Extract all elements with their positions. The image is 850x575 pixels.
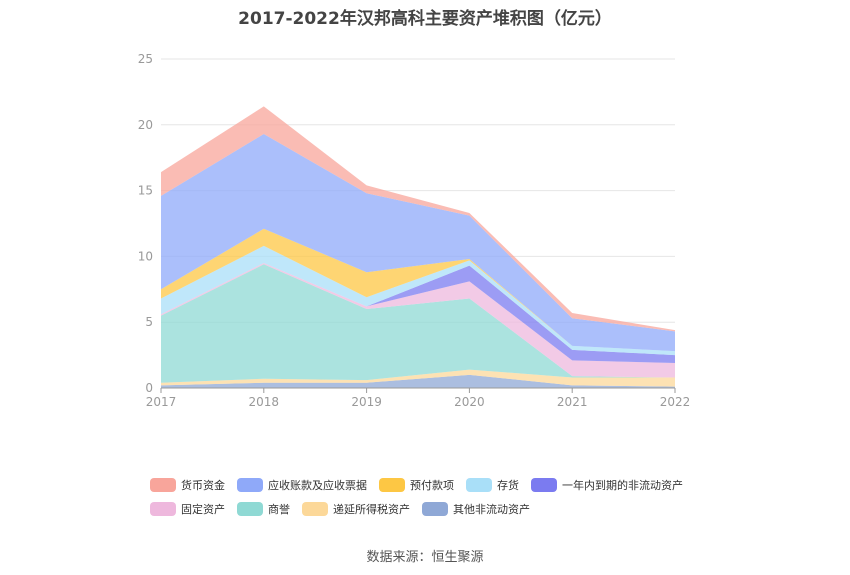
x-tick-label: 2018	[249, 395, 280, 409]
area-series-4	[161, 262, 675, 363]
legend-label: 一年内到期的非流动资产	[562, 479, 683, 492]
legend-swatch	[237, 502, 263, 516]
y-tick-label: 5	[145, 315, 153, 329]
y-tick-label: 25	[138, 52, 153, 66]
area-series	[161, 106, 675, 388]
area-series-1	[161, 369, 675, 387]
legend-label: 商誉	[268, 503, 290, 516]
legend-swatch	[466, 478, 492, 492]
area-series-2	[161, 264, 675, 383]
legend-swatch	[237, 478, 263, 492]
x-tick-label: 2019	[351, 395, 382, 409]
legend-row: 固定资产 商誉 递延所得税资产 其他非流动资产	[150, 498, 750, 520]
legend: 货币资金 应收账款及应收票据 预付款项 存货 一年内到期的非流动资产 固定资产 商誉 递延所…	[150, 474, 750, 522]
stacked-area-chart: 0 5 10 15 20 25 2017 2018 2019 2020 2021 2022	[138, 52, 691, 409]
x-tick-label: 2020	[454, 395, 485, 409]
area-series-7	[161, 134, 675, 352]
legend-item[interactable]: 应收账款及应收票据	[237, 477, 367, 493]
chart-title: 2017-2022年汉邦高科主要资产堆积图（亿元）	[238, 9, 612, 29]
legend-item[interactable]: 固定资产	[150, 501, 225, 517]
legend-swatch	[531, 478, 557, 492]
y-tick-label: 0	[145, 381, 153, 395]
legend-item[interactable]: 存货	[466, 477, 519, 493]
legend-item[interactable]: 货币资金	[150, 477, 225, 493]
legend-label: 存货	[497, 479, 519, 492]
legend-label: 应收账款及应收票据	[268, 479, 367, 492]
y-tick-label: 15	[138, 184, 153, 198]
y-tick-label: 20	[138, 118, 153, 132]
area-series-3	[161, 262, 675, 378]
legend-label: 固定资产	[181, 503, 225, 516]
legend-swatch	[422, 502, 448, 516]
x-tick-label: 2017	[146, 395, 177, 409]
legend-label: 货币资金	[181, 479, 225, 492]
legend-item[interactable]: 预付款项	[379, 477, 454, 493]
legend-swatch	[379, 478, 405, 492]
area-series-5	[161, 245, 675, 356]
legend-item[interactable]: 其他非流动资产	[422, 501, 530, 517]
legend-row: 货币资金 应收账款及应收票据 预付款项 存货 一年内到期的非流动资产	[150, 474, 750, 496]
legend-item[interactable]: 商誉	[237, 501, 290, 517]
legend-swatch	[302, 502, 328, 516]
legend-swatch	[150, 478, 176, 492]
x-tick-label: 2022	[660, 395, 691, 409]
legend-label: 预付款项	[410, 479, 454, 492]
legend-label: 递延所得税资产	[333, 503, 410, 516]
x-axis	[160, 387, 676, 393]
x-tick-labels: 2017 2018 2019 2020 2021 2022	[146, 395, 691, 409]
y-tick-label: 10	[138, 249, 153, 263]
legend-item[interactable]: 递延所得税资产	[302, 501, 410, 517]
legend-swatch	[150, 502, 176, 516]
area-series-0	[161, 374, 675, 388]
x-tick-label: 2021	[557, 395, 588, 409]
y-tick-labels: 0 5 10 15 20 25	[138, 52, 153, 395]
legend-label: 其他非流动资产	[453, 503, 530, 516]
source-note: 数据来源：恒生聚源	[366, 550, 484, 565]
legend-item[interactable]: 一年内到期的非流动资产	[531, 477, 683, 493]
